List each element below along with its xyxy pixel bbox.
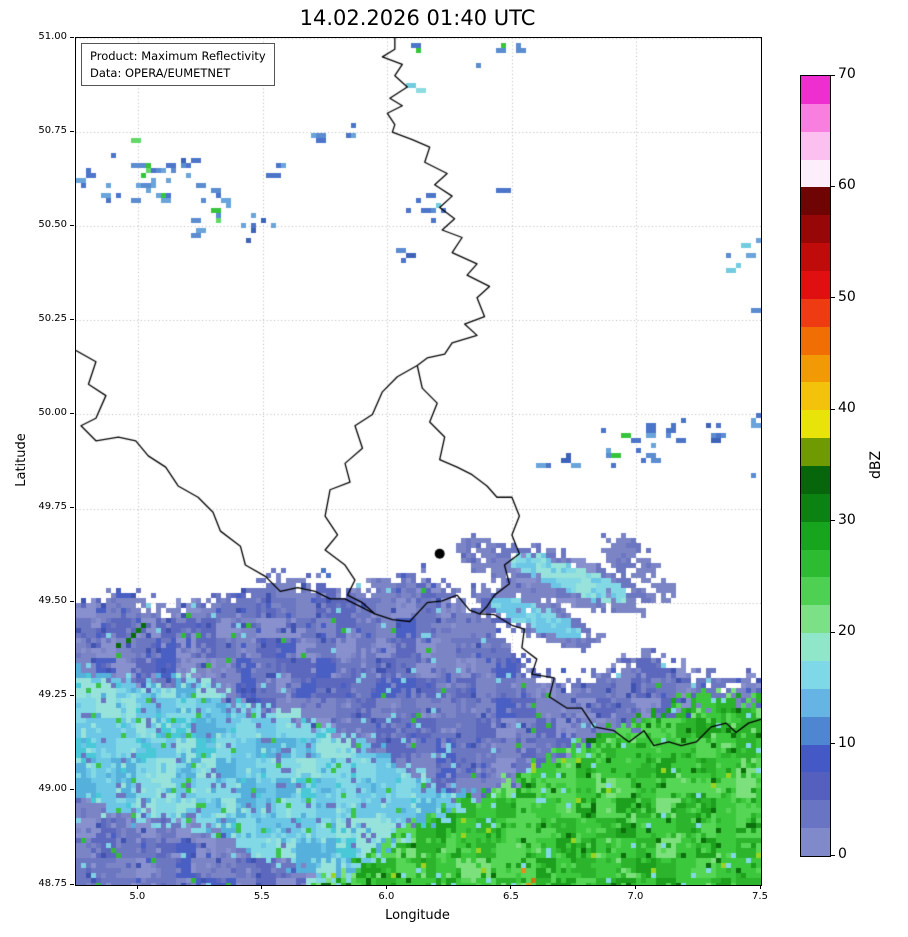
- y-tick-label: 48.75: [38, 877, 67, 889]
- plot-area: Product: Maximum Reflectivity Data: OPER…: [75, 37, 762, 886]
- y-tick-mark: [70, 695, 74, 697]
- colorbar-segment: [801, 688, 830, 717]
- colorbar-segment: [801, 466, 830, 494]
- colorbar-segment: [801, 521, 830, 550]
- colorbar-tick-mark: [831, 297, 835, 299]
- colorbar-segment: [801, 326, 830, 355]
- y-tick-mark: [70, 789, 74, 791]
- colorbar-segment: [801, 438, 830, 467]
- y-tick-mark: [70, 601, 74, 603]
- colorbar-tick-label: 40: [838, 400, 856, 417]
- x-tick-mark: [634, 885, 636, 889]
- radar-map-canvas: [76, 38, 761, 885]
- colorbar-tick-label: 20: [838, 623, 856, 640]
- colorbar-tick-mark: [831, 743, 835, 745]
- x-tick-mark: [261, 885, 263, 889]
- y-tick-label: 51.00: [38, 30, 67, 42]
- y-tick-mark: [70, 412, 74, 414]
- y-tick-label: 50.25: [38, 312, 67, 324]
- colorbar-segment: [801, 410, 830, 439]
- colorbar-tick-mark: [831, 854, 835, 856]
- colorbar-segment: [801, 744, 830, 773]
- colorbar-tick-label: 50: [838, 288, 856, 305]
- x-tick-mark: [385, 885, 387, 889]
- colorbar-segment: [801, 76, 830, 104]
- colorbar-segment: [801, 772, 830, 801]
- colorbar-segment: [801, 549, 830, 578]
- colorbar-tick-mark: [831, 185, 835, 187]
- y-tick-label: 49.25: [38, 689, 67, 701]
- colorbar-segment: [801, 605, 830, 634]
- y-tick-label: 50.00: [38, 406, 67, 418]
- x-tick-mark: [759, 885, 761, 889]
- info-product-line: Product: Maximum Reflectivity: [90, 49, 266, 63]
- y-tick-mark: [70, 318, 74, 320]
- y-tick-label: 50.75: [38, 124, 67, 136]
- y-tick-label: 50.50: [38, 218, 67, 230]
- colorbar-tick-label: 0: [838, 846, 847, 862]
- colorbar-tick-mark: [831, 408, 835, 410]
- y-tick-label: 49.75: [38, 501, 67, 513]
- colorbar: [800, 75, 831, 857]
- colorbar-segment: [801, 354, 830, 383]
- x-tick-label: 7.0: [627, 891, 644, 902]
- colorbar-segment: [801, 577, 830, 606]
- x-tick-label: 6.5: [502, 891, 519, 902]
- x-tick-label: 5.5: [253, 891, 270, 902]
- colorbar-segment: [801, 159, 830, 188]
- colorbar-segment: [801, 215, 830, 244]
- x-tick-mark: [136, 885, 138, 889]
- colorbar-tick-label: 70: [838, 66, 856, 82]
- colorbar-tick-label: 30: [838, 511, 856, 528]
- colorbar-segment: [801, 716, 830, 745]
- colorbar-segment: [801, 131, 830, 160]
- colorbar-tick-label: 10: [838, 734, 856, 751]
- y-axis-label: Latitude: [14, 433, 29, 487]
- colorbar-tick-mark: [831, 631, 835, 633]
- colorbar-tick-mark: [831, 74, 835, 76]
- colorbar-segment: [801, 187, 830, 216]
- colorbar-segment: [801, 243, 830, 272]
- colorbar-tick-label: 60: [838, 177, 856, 194]
- x-tick-mark: [510, 885, 512, 889]
- y-tick-mark: [70, 224, 74, 226]
- plot-title: 14.02.2026 01:40 UTC: [299, 6, 536, 30]
- x-tick-label: 7.5: [752, 891, 768, 902]
- colorbar-segment: [801, 661, 830, 689]
- colorbar-segment: [801, 800, 830, 829]
- x-tick-label: 5.0: [129, 891, 146, 902]
- y-tick-mark: [70, 36, 74, 38]
- colorbar-segment: [801, 103, 830, 132]
- colorbar-segment: [801, 382, 830, 411]
- y-tick-mark: [70, 507, 74, 509]
- colorbar-segment: [801, 633, 830, 662]
- colorbar-segment: [801, 298, 830, 327]
- colorbar-segment: [801, 271, 830, 299]
- y-tick-label: 49.00: [38, 783, 67, 795]
- colorbar-label: dBZ: [868, 450, 884, 480]
- colorbar-tick-mark: [831, 520, 835, 522]
- x-axis-label: Longitude: [385, 908, 450, 923]
- y-tick-mark: [70, 130, 74, 132]
- info-source-line: Data: OPERA/EUMETNET: [90, 65, 231, 80]
- y-tick-mark: [70, 883, 74, 885]
- info-box: Product: Maximum Reflectivity Data: OPER…: [81, 43, 275, 87]
- colorbar-segment: [801, 828, 830, 857]
- x-tick-label: 6.0: [378, 891, 395, 902]
- y-tick-label: 49.50: [38, 595, 67, 607]
- colorbar-segment: [801, 493, 830, 522]
